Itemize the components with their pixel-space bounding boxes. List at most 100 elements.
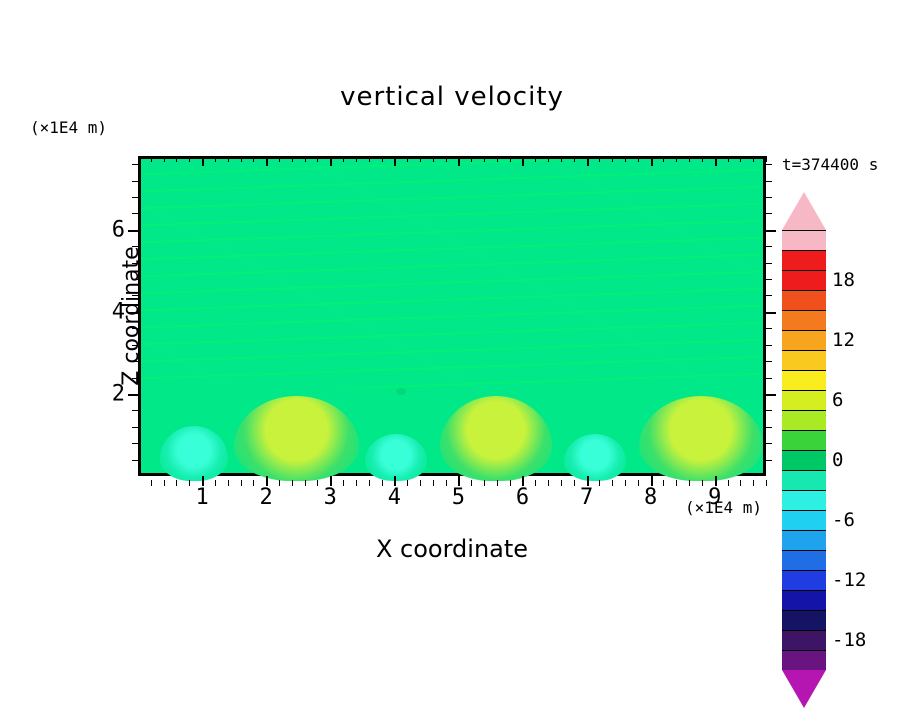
y-axis-minor-tick [132,213,138,214]
colorbar-segment-1 [782,250,826,270]
x-axis-label-6: 6 [516,485,529,510]
y-axis-major-tick-right [766,312,776,314]
x-axis-label-3: 3 [324,485,337,510]
x-axis-minor-tick-top [574,156,575,162]
x-axis-minor-tick-top [356,156,357,162]
x-axis-minor-tick-top [228,156,229,162]
y-axis-minor-tick-right [766,263,772,264]
y-axis-minor-tick [132,427,138,428]
top-left-unit-label: (×1E4 m) [30,118,107,137]
colorbar-segment-4 [782,310,826,330]
x-axis-minor-tick-top [471,156,472,162]
downdraft-blob-3 [564,434,626,481]
x-axis-minor-tick-top [625,156,626,162]
colorbar-segment-17 [782,570,826,590]
x-axis-title: X coordinate [376,535,528,563]
colorbar-segment-2 [782,270,826,290]
x-axis-minor-tick-top [689,156,690,162]
x-axis-minor-tick-top [407,156,408,162]
y-axis-minor-tick-right [766,361,772,362]
x-axis-minor-tick-top [215,156,216,162]
colorbar[interactable] [782,192,826,708]
colorbar-segment-11 [782,450,826,470]
x-axis-minor-tick [766,480,767,486]
x-axis-minor-tick-top [535,156,536,162]
colorbar-segment-15 [782,530,826,550]
x-axis-minor-tick-top [446,156,447,162]
y-axis-major-tick [128,394,138,396]
x-axis-label-1: 1 [195,485,208,510]
colorbar-segment-9 [782,410,826,430]
x-axis-minor-tick-top [484,156,485,162]
x-axis-major-tick-top [266,156,268,166]
downdraft-blob-2 [365,434,427,481]
x-axis-minor-tick-top [753,156,754,162]
bottom-right-unit-label: (×1E4 m) [685,498,762,517]
colorbar-segment-6 [782,350,826,370]
x-axis-minor-tick-top [599,156,600,162]
colorbar-segment-19 [782,610,826,630]
x-axis-minor-tick-top [317,156,318,162]
x-axis-tick-labels: 1 2 3 4 5 6 7 8 9 [138,485,766,515]
y-axis-minor-tick-right [766,443,772,444]
velocity-streak-texture [141,159,763,388]
colorbar-tip-top [782,192,826,230]
x-axis-major-tick-top [458,156,460,166]
time-label: t=374400 s [782,155,878,174]
x-axis-major-tick-top [651,156,653,166]
x-axis-minor-tick-top [343,156,344,162]
y-axis-minor-tick-right [766,246,772,247]
y-axis-minor-tick-right [766,460,772,461]
x-axis-major-tick-top [330,156,332,166]
x-axis-minor-tick-top [728,156,729,162]
y-axis-major-tick [128,230,138,232]
y-axis-label-6: 6 [95,217,125,242]
colorbar-segment-3 [782,290,826,310]
y-axis-minor-tick [132,164,138,165]
y-axis-minor-tick-right [766,181,772,182]
y-axis-minor-tick-right [766,427,772,428]
x-axis-minor-tick-top [241,156,242,162]
y-axis-minor-tick-right [766,295,772,296]
colorbar-segment-0 [782,230,826,250]
x-axis-minor-tick-top [740,156,741,162]
y-axis-minor-tick-right [766,378,772,379]
updraft-blob-2 [440,396,552,481]
y-axis-major-tick-right [766,230,776,232]
y-axis-minor-tick-right [766,279,772,280]
colorbar-label-6: 6 [832,389,843,411]
x-axis-minor-tick-top [497,156,498,162]
x-axis-minor-tick-top [510,156,511,162]
x-axis-minor-tick-top [369,156,370,162]
colorbar-label--6: -6 [832,509,855,531]
x-axis-minor-tick-top [548,156,549,162]
x-axis-label-2: 2 [260,485,273,510]
x-axis-label-7: 7 [580,485,593,510]
colorbar-label-12: 12 [832,329,855,351]
downdraft-blob-1 [160,426,228,481]
x-axis-minor-tick-top [164,156,165,162]
y-axis-minor-tick-right [766,164,772,165]
colorbar-segment-18 [782,590,826,610]
x-axis-minor-tick-top [176,156,177,162]
contour-plot[interactable] [138,156,766,476]
updraft-blob-3 [639,396,763,481]
x-axis-minor-tick-top [151,156,152,162]
y-axis-title: Z coordinate [119,246,144,385]
y-axis-minor-tick-right [766,213,772,214]
updraft-blob-1 [234,396,358,481]
x-axis-minor-tick-top [702,156,703,162]
fleck-1 [396,388,406,395]
y-axis-minor-tick-right [766,410,772,411]
x-axis-minor-tick-top [279,156,280,162]
colorbar-segment-7 [782,370,826,390]
x-axis-minor-tick-top [292,156,293,162]
y-axis-ticks-right [766,156,776,476]
y-axis-minor-tick [132,410,138,411]
colorbar-segment-10 [782,430,826,450]
x-axis-major-tick-top [522,156,524,166]
colorbar-segment-8 [782,390,826,410]
x-axis-label-4: 4 [388,485,401,510]
y-axis-minor-tick [132,460,138,461]
x-axis-minor-tick-top [433,156,434,162]
